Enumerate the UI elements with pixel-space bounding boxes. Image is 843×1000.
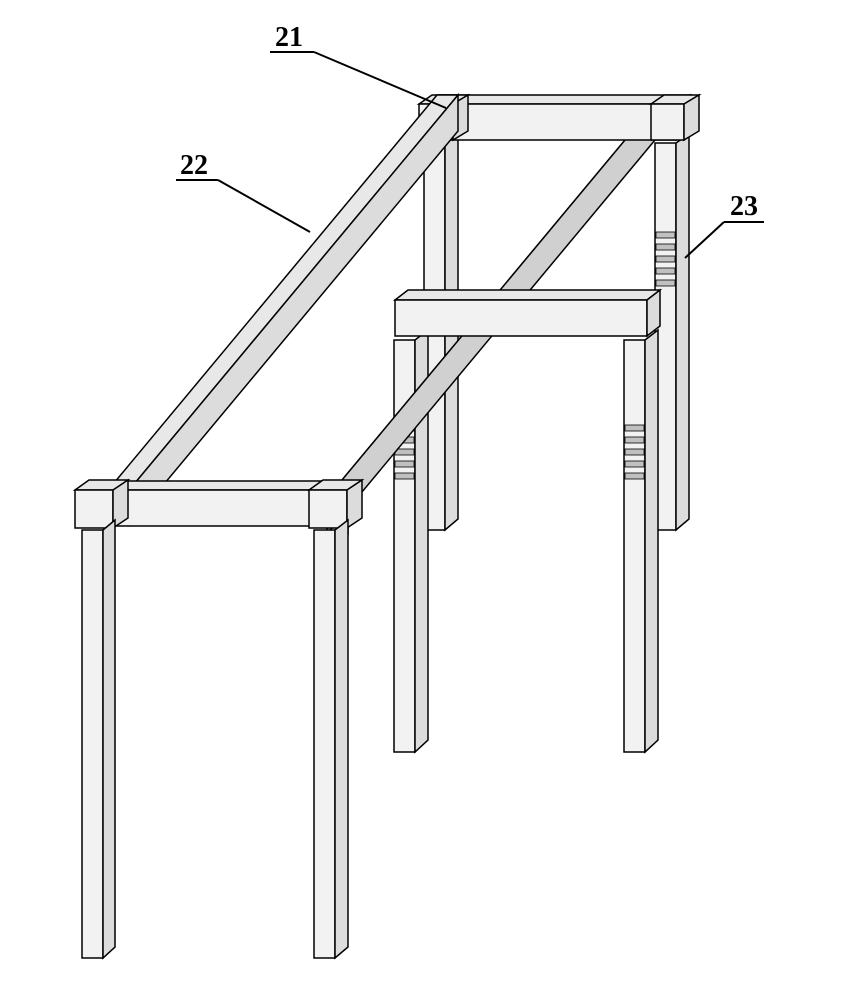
label-22: 22 — [180, 150, 208, 181]
leg-back-right — [655, 134, 689, 530]
label-23: 23 — [730, 191, 758, 222]
leg-front-right — [314, 520, 348, 958]
mid-cross-rail — [395, 290, 660, 336]
leg-mid-right — [624, 330, 658, 752]
callout-21 — [270, 52, 446, 108]
frame-diagram: 21 22 23 — [0, 0, 843, 1000]
corner-front-right — [309, 480, 362, 528]
leg-front-left — [82, 520, 115, 958]
callout-23 — [685, 222, 764, 258]
label-21: 21 — [275, 22, 303, 53]
callout-22 — [176, 180, 310, 232]
corner-front-left — [75, 480, 128, 528]
corner-back-right — [651, 95, 699, 140]
